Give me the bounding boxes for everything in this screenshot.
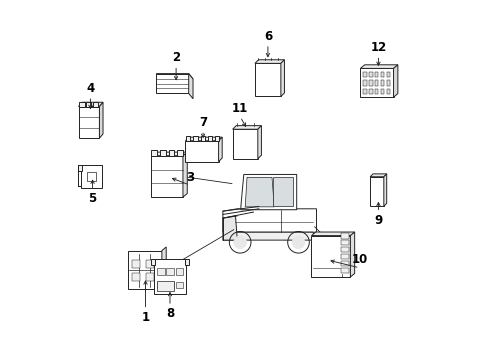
Polygon shape	[188, 74, 193, 99]
Polygon shape	[254, 60, 284, 63]
Bar	[369, 177, 383, 206]
Bar	[363, 72, 366, 77]
Bar	[185, 141, 218, 162]
Bar	[254, 63, 280, 96]
Polygon shape	[244, 177, 274, 207]
Bar	[374, 89, 378, 94]
Bar	[380, 72, 384, 77]
Bar	[127, 251, 162, 289]
Bar	[154, 259, 185, 294]
Text: 1: 1	[141, 311, 149, 324]
Circle shape	[233, 236, 246, 249]
Polygon shape	[383, 174, 386, 206]
Bar	[207, 136, 212, 141]
Bar	[386, 72, 389, 77]
Circle shape	[291, 236, 305, 249]
Bar	[177, 150, 183, 156]
Polygon shape	[241, 175, 296, 210]
Bar	[175, 282, 183, 288]
Text: 7: 7	[199, 116, 207, 129]
Bar	[193, 136, 197, 141]
Bar	[156, 73, 188, 93]
Bar	[146, 273, 154, 281]
Bar	[86, 102, 91, 107]
Polygon shape	[156, 74, 193, 79]
Polygon shape	[79, 102, 103, 107]
Bar	[151, 156, 183, 197]
Bar	[175, 268, 183, 275]
Bar	[311, 236, 349, 277]
Text: 4: 4	[86, 82, 94, 95]
Bar	[341, 261, 348, 266]
Polygon shape	[223, 209, 316, 232]
Bar	[146, 260, 154, 268]
Text: 3: 3	[185, 171, 193, 184]
Bar	[200, 136, 204, 141]
Bar	[166, 268, 174, 275]
Bar	[157, 281, 174, 291]
Bar	[386, 80, 389, 86]
Bar	[79, 107, 99, 138]
Bar	[157, 268, 164, 275]
Bar	[78, 165, 81, 171]
Text: 6: 6	[263, 30, 271, 42]
Bar	[81, 165, 102, 188]
Bar	[360, 68, 393, 97]
Polygon shape	[280, 60, 284, 96]
Bar	[150, 259, 155, 265]
Bar	[341, 267, 348, 274]
Bar	[151, 150, 157, 156]
Bar	[93, 102, 98, 107]
Bar	[368, 89, 372, 94]
Text: 5: 5	[88, 192, 97, 205]
Bar	[386, 89, 389, 94]
Polygon shape	[369, 174, 386, 177]
Text: 2: 2	[172, 51, 180, 64]
Text: 10: 10	[351, 253, 367, 266]
Text: 12: 12	[369, 41, 386, 54]
Bar	[341, 233, 348, 238]
Text: 8: 8	[165, 307, 174, 320]
Bar	[363, 80, 366, 86]
Bar	[132, 273, 140, 281]
Bar	[215, 136, 219, 141]
Polygon shape	[218, 137, 222, 162]
Bar	[132, 260, 140, 268]
Bar	[368, 80, 372, 86]
Bar	[166, 282, 174, 288]
Polygon shape	[257, 126, 261, 159]
Bar	[374, 80, 378, 86]
Polygon shape	[162, 247, 166, 289]
Text: 11: 11	[232, 102, 248, 115]
Bar	[160, 150, 165, 156]
Bar	[341, 240, 348, 246]
Polygon shape	[273, 177, 292, 206]
Polygon shape	[223, 232, 316, 240]
Polygon shape	[232, 126, 261, 129]
Bar	[186, 136, 190, 141]
Polygon shape	[151, 152, 187, 156]
Polygon shape	[223, 216, 237, 240]
Polygon shape	[360, 65, 397, 68]
Polygon shape	[349, 232, 354, 277]
Bar	[380, 80, 384, 86]
Bar	[341, 247, 348, 252]
Bar	[168, 150, 174, 156]
Bar	[368, 72, 372, 77]
Polygon shape	[99, 102, 103, 138]
Text: 9: 9	[373, 214, 382, 227]
Polygon shape	[393, 65, 397, 97]
Polygon shape	[183, 152, 187, 197]
Bar	[80, 102, 84, 107]
Bar	[341, 254, 348, 260]
Bar	[232, 129, 257, 159]
Polygon shape	[185, 137, 222, 141]
Bar	[380, 89, 384, 94]
Bar	[185, 259, 189, 265]
Bar	[157, 282, 164, 288]
Bar	[87, 172, 96, 181]
Bar	[363, 89, 366, 94]
Bar	[374, 72, 378, 77]
Polygon shape	[311, 232, 354, 236]
